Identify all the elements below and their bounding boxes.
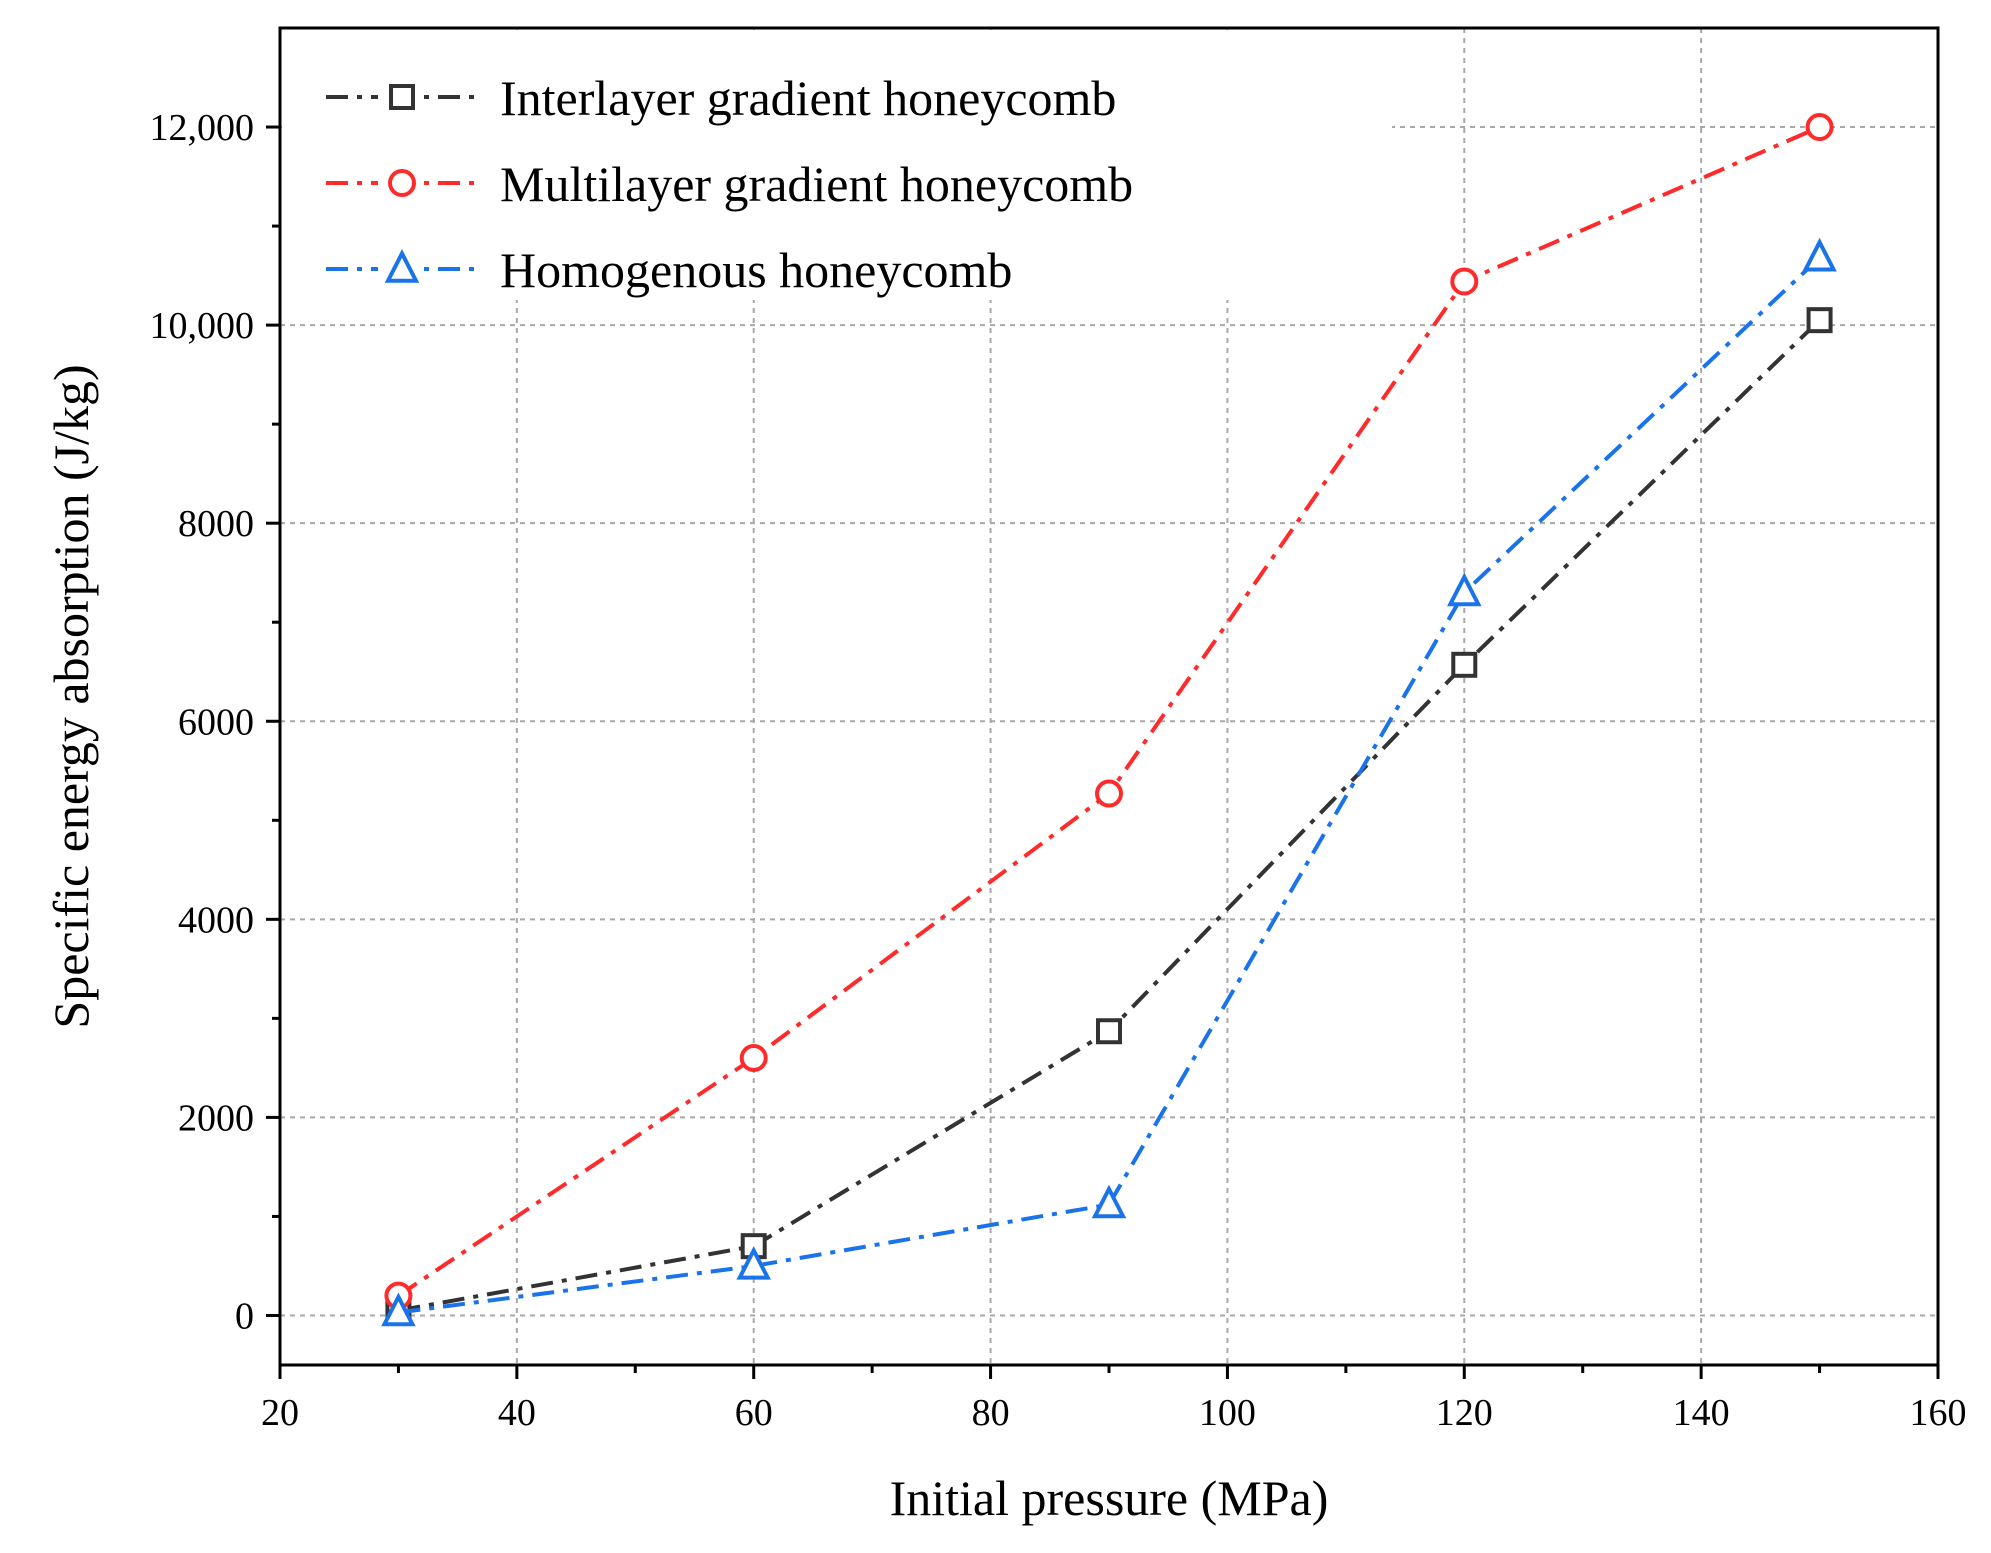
data-point — [739, 1043, 768, 1072]
series-2 — [384, 113, 1834, 1310]
legend-label: Interlayer gradient honeycomb — [500, 70, 1116, 126]
data-point — [1802, 237, 1837, 272]
series-line — [397, 125, 1821, 1298]
y-axis-title: Specific energy absorption (J/kg) — [43, 364, 99, 1028]
data-point — [1451, 651, 1478, 678]
legend-entry: Interlayer gradient honeycomb — [326, 70, 1116, 126]
data-point — [1450, 267, 1479, 296]
y-tick-label: 8000 — [178, 503, 254, 545]
y-tick-label: 6000 — [178, 701, 254, 743]
series-layer — [381, 113, 1837, 1327]
series-line — [398, 256, 1821, 1315]
x-axis-title: Initial pressure (MPa) — [890, 1470, 1329, 1526]
legend-background — [282, 30, 1392, 300]
x-tick-label: 80 — [972, 1392, 1010, 1434]
data-point — [1805, 113, 1834, 142]
data-point — [1447, 572, 1482, 607]
x-tick-label: 100 — [1199, 1392, 1256, 1434]
x-tick-label: 160 — [1910, 1392, 1967, 1434]
data-point — [1091, 1184, 1127, 1219]
data-point — [736, 1245, 771, 1280]
x-tick-label: 60 — [735, 1392, 773, 1434]
grid — [280, 28, 1938, 1365]
data-point — [381, 1292, 416, 1327]
series-line — [398, 318, 1821, 1313]
legend-label: Homogenous honeycomb — [500, 242, 1012, 298]
y-tick-label: 4000 — [178, 899, 254, 941]
x-tick-label: 40 — [498, 1392, 536, 1434]
legend-marker — [388, 169, 416, 197]
axes: 20 40 60 80 100 120 140 160 0 2000 4000 6000 8000 10,… — [150, 26, 1967, 1434]
y-tick-label: 10,000 — [150, 305, 255, 347]
legend-marker — [384, 249, 420, 283]
data-point — [1096, 1018, 1122, 1045]
legend-marker — [389, 84, 415, 110]
series-3 — [381, 237, 1837, 1327]
x-tick-label: 20 — [261, 1392, 299, 1434]
data-point — [1806, 307, 1833, 334]
legend: Interlayer gradient honeycomb Multilayer … — [326, 70, 1133, 298]
x-tick-label: 120 — [1436, 1392, 1493, 1434]
y-tick-label: 0 — [235, 1295, 254, 1337]
legend-entry: Multilayer gradient honeycomb — [326, 156, 1133, 212]
series-1 — [385, 307, 1833, 1324]
data-point — [1095, 779, 1123, 808]
y-tick-label: 12,000 — [150, 107, 255, 149]
y-tick-label: 2000 — [178, 1097, 254, 1139]
legend-label: Multilayer gradient honeycomb — [500, 156, 1133, 212]
legend-entry: Homogenous honeycomb — [326, 242, 1012, 298]
x-tick-label: 140 — [1673, 1392, 1730, 1434]
